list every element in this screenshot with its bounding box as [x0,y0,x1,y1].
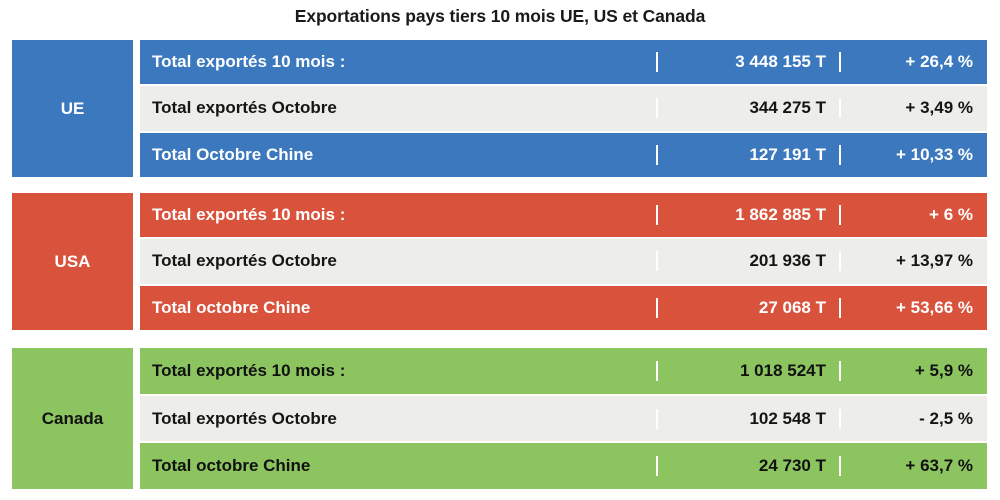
row-label: Total exportés 10 mois : [152,205,346,225]
rows-canada: Total exportés 10 mois : 1 018 524T + 5,… [140,348,987,490]
row-label: Total exportés Octobre [152,98,337,118]
row-value: 24 730 T [656,456,836,477]
country-label-cell-canada: Canada [12,348,133,489]
rows-ue: Total exportés 10 mois : 3 448 155 T + 2… [140,40,987,177]
table-row: Total exportés 10 mois : 1 862 885 T + 6… [140,193,987,238]
row-value: 3 448 155 T [656,52,836,73]
table-row: Total octobre Chine 27 068 T + 53,66 % [140,285,987,330]
row-value: 127 191 T [656,144,836,165]
table-row: Total exportés Octobre 201 936 T + 13,97… [140,239,987,284]
country-label-cell-usa: USA [12,193,133,330]
page-title: Exportations pays tiers 10 mois UE, US e… [294,6,706,26]
row-label: Total octobre Chine [152,456,311,476]
country-block-usa: USA Total exportés 10 mois : 1 862 885 T… [12,193,987,330]
row-value: 201 936 T [656,251,836,272]
country-name-usa: USA [54,252,91,271]
table-row: Total exportés 10 mois : 3 448 155 T + 2… [140,40,987,85]
row-value: 27 068 T [656,297,836,318]
table-row: Total exportés Octobre 344 275 T + 3,49 … [140,86,987,131]
table-row: Total exportés 10 mois : 1 018 524T + 5,… [140,348,987,394]
row-value: 1 018 524T [656,360,836,381]
row-label: Total exportés 10 mois : [152,360,346,380]
row-label: Total exportés Octobre [152,408,337,428]
row-percent: + 53,66 % [839,297,987,318]
row-value: 1 862 885 T [656,205,836,226]
row-percent: + 5,9 % [839,360,987,381]
row-value: 102 548 T [656,408,836,429]
country-label-cell-ue: UE [12,40,133,177]
row-percent: + 13,97 % [839,251,987,272]
row-percent: + 26,4 % [839,52,987,73]
table-row: Total Octobre Chine 127 191 T + 10,33 % [140,132,987,177]
row-percent: + 10,33 % [839,144,987,165]
country-block-canada: Canada Total exportés 10 mois : 1 018 52… [12,348,987,490]
row-percent: - 2,5 % [839,408,987,429]
row-percent: + 63,7 % [839,456,987,477]
row-label: Total octobre Chine [152,297,311,317]
row-label: Total exportés Octobre [152,251,337,271]
country-block-ue: UE Total exportés 10 mois : 3 448 155 T … [12,40,987,177]
row-percent: + 6 % [839,205,987,226]
rows-usa: Total exportés 10 mois : 1 862 885 T + 6… [140,193,987,330]
country-name-canada: Canada [41,409,104,428]
row-percent: + 3,49 % [839,98,987,119]
country-name-ue: UE [60,99,85,118]
table-row: Total exportés Octobre 102 548 T - 2,5 % [140,395,987,442]
row-value: 344 275 T [656,98,836,119]
row-label: Total Octobre Chine [152,144,314,164]
row-label: Total exportés 10 mois : [152,52,346,72]
table-row: Total octobre Chine 24 730 T + 63,7 % [140,443,987,490]
